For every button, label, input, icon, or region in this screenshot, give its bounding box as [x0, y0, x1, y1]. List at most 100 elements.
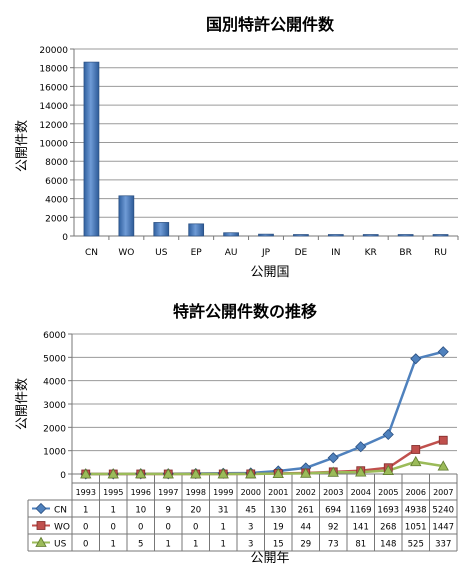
table-cell: 1 [83, 506, 88, 516]
line-chart-x-axis-label: 公開年 [250, 551, 289, 566]
table-cell: 148 [380, 540, 396, 550]
y-tick-label: 2000 [43, 424, 66, 434]
legend-label-wo: WO [54, 523, 70, 533]
bar-chart-y-axis-label: 公開件数 [15, 120, 30, 172]
point-wo-2006 [411, 445, 421, 454]
point-us-2003 [327, 466, 339, 477]
table-cell: 1693 [377, 506, 399, 516]
x-tick-label: 2001 [268, 488, 288, 497]
bar-chart-title: 国別特許公開件数 [206, 15, 335, 34]
y-tick-label: 0 [60, 471, 66, 481]
table-cell: 31 [218, 506, 229, 516]
line-chart-y-axis-label: 公開件数 [15, 378, 30, 430]
y-tick-label: 20000 [39, 46, 68, 56]
y-tick-label: 4000 [45, 196, 68, 206]
table-cell: 337 [435, 540, 451, 550]
table-cell: 4938 [405, 506, 427, 516]
table-cell: 3 [248, 540, 253, 550]
y-tick-label: 3000 [43, 401, 66, 411]
table-cell: 261 [298, 506, 314, 516]
y-tick-label: 2000 [45, 214, 68, 224]
bar-ru [432, 234, 449, 237]
table-cell: 44 [300, 523, 311, 533]
x-tick-label: CN [85, 248, 98, 258]
table-cell: 9 [166, 506, 171, 516]
y-tick-label: 6000 [45, 177, 68, 187]
legend-label-cn: CN [54, 506, 67, 516]
bar-au [223, 232, 239, 237]
table-cell: 81 [355, 540, 366, 550]
bar-in [327, 234, 344, 237]
line-chart-title: 特許公開件数の推移 [173, 302, 317, 321]
bar-us [153, 222, 170, 237]
x-tick-label: EP [191, 248, 203, 258]
point-us-2004 [355, 466, 367, 477]
bar-kr [362, 234, 379, 237]
bar-jp [258, 233, 274, 237]
y-tick-label: 0 [62, 233, 68, 243]
point-us-1998 [190, 468, 202, 479]
bar-ep [188, 223, 205, 237]
table-cell: 0 [138, 523, 143, 533]
point-us-2001 [272, 467, 284, 479]
table-cell: 0 [111, 523, 116, 533]
point-us-1997 [162, 468, 174, 479]
y-tick-label: 12000 [39, 121, 68, 131]
table-cell: 3 [248, 523, 253, 533]
table-cell: 0 [83, 540, 88, 550]
table-cell: 73 [328, 540, 339, 550]
table-cell: 5 [138, 540, 143, 550]
table-cell: 1 [111, 540, 116, 550]
point-us-2006 [410, 455, 422, 467]
bar-chart-x-axis-label: 公開国 [250, 265, 289, 280]
point-us-2000 [245, 468, 257, 479]
y-tick-label: 10000 [39, 140, 68, 150]
table-cell: 1 [221, 523, 226, 533]
x-tick-label: 1995 [103, 488, 123, 497]
point-cn-2006 [410, 353, 422, 365]
y-tick-label: 18000 [39, 65, 68, 75]
x-tick-label: BR [399, 248, 411, 258]
x-tick-label: KR [365, 248, 377, 258]
point-us-2002 [300, 467, 312, 478]
y-tick-label: 16000 [39, 83, 68, 93]
table-cell: 92 [328, 523, 339, 533]
table-cell: 525 [408, 540, 424, 550]
y-tick-label: 6000 [43, 331, 66, 341]
point-us-1999 [217, 468, 229, 479]
x-tick-label: 2004 [351, 488, 371, 497]
x-tick-label: 1999 [213, 488, 233, 497]
y-tick-label: 5000 [43, 354, 66, 364]
x-tick-label: IN [331, 248, 340, 258]
x-tick-label: 2007 [433, 488, 453, 497]
point-cn-2004 [355, 441, 367, 453]
table-cell: 1169 [350, 506, 372, 516]
x-tick-label: 1996 [131, 488, 151, 497]
x-tick-label: 1997 [158, 488, 178, 497]
y-tick-label: 1000 [43, 448, 66, 458]
table-cell: 141 [353, 523, 369, 533]
point-cn-2003 [327, 452, 339, 464]
x-tick-label: 1993 [76, 488, 96, 497]
point-cn-2005 [382, 428, 394, 441]
table-cell: 130 [270, 506, 286, 516]
table-cell: 5240 [432, 506, 454, 516]
x-tick-label: 2000 [241, 488, 261, 497]
table-cell: 19 [273, 523, 284, 533]
point-cn-2007 [437, 346, 449, 358]
x-tick-label: WO [118, 248, 134, 258]
table-cell: 0 [193, 523, 198, 533]
bar-wo [118, 195, 135, 237]
legend-marker-us [35, 536, 47, 547]
table-cell: 268 [380, 523, 396, 533]
table-cell: 1 [221, 540, 226, 550]
bar-br [397, 234, 414, 237]
x-tick-label: DE [295, 248, 308, 258]
table-cell: 10 [135, 506, 146, 516]
x-tick-label: 2005 [378, 488, 398, 497]
table-cell: 1 [111, 506, 116, 516]
table-cell: 694 [325, 506, 341, 516]
bar-cn [83, 61, 100, 237]
